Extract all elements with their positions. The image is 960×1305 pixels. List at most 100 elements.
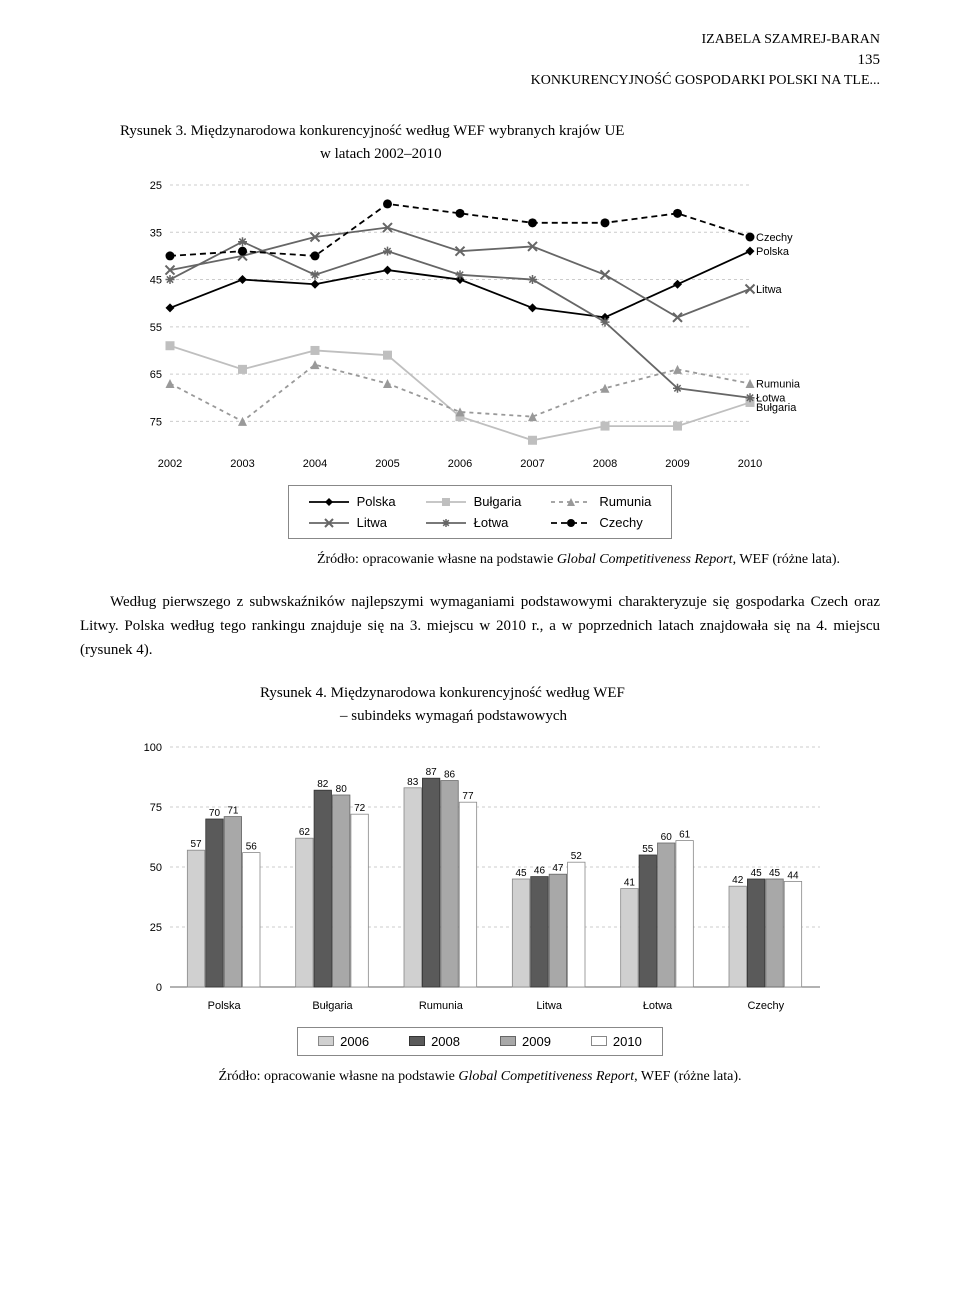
svg-text:60: 60 bbox=[661, 832, 673, 843]
bar-legend-item-2006: 2006 bbox=[318, 1034, 369, 1049]
header-author: IZABELA SZAMREJ-BARAN bbox=[80, 30, 880, 50]
svg-text:Litwa: Litwa bbox=[756, 284, 783, 296]
svg-text:75: 75 bbox=[150, 417, 162, 429]
svg-text:70: 70 bbox=[209, 808, 221, 819]
svg-text:46: 46 bbox=[534, 866, 546, 877]
svg-text:Polska: Polska bbox=[208, 1000, 242, 1012]
source-italic: Global Competitiveness Report bbox=[458, 1069, 634, 1084]
legend-item-polska: Polska bbox=[309, 494, 396, 509]
svg-text:Rumunia: Rumunia bbox=[756, 379, 801, 391]
source-text: opracowanie własne na podstawie bbox=[264, 1069, 455, 1084]
svg-text:87: 87 bbox=[426, 767, 438, 778]
svg-text:35: 35 bbox=[150, 227, 162, 239]
svg-text:86: 86 bbox=[444, 770, 456, 781]
source-suffix: , WEF (różne lata). bbox=[634, 1069, 741, 1084]
figure4-legend: 2006 2008 2009 2010 bbox=[297, 1027, 663, 1056]
svg-text:Łotwa: Łotwa bbox=[643, 1000, 673, 1012]
svg-text:Litwa: Litwa bbox=[536, 1000, 563, 1012]
bar-legend-item-2010: 2010 bbox=[591, 1034, 642, 1049]
svg-text:80: 80 bbox=[336, 784, 348, 795]
page-number: 135 bbox=[858, 50, 881, 71]
svg-text:61: 61 bbox=[679, 830, 691, 841]
svg-text:56: 56 bbox=[246, 842, 258, 853]
source-text: opracowanie własne na podstawie bbox=[362, 552, 553, 567]
svg-text:100: 100 bbox=[144, 742, 162, 754]
svg-text:Czechy: Czechy bbox=[747, 1000, 784, 1012]
svg-text:45: 45 bbox=[515, 868, 527, 879]
svg-text:2002: 2002 bbox=[158, 458, 182, 470]
svg-text:2008: 2008 bbox=[593, 458, 617, 470]
legend-label: Czechy bbox=[599, 515, 642, 530]
svg-text:Polska: Polska bbox=[756, 246, 790, 258]
svg-text:2005: 2005 bbox=[375, 458, 399, 470]
svg-text:41: 41 bbox=[624, 878, 636, 889]
figure3-chart: 25 35 45 55 65 75 2002 2003 2004 2005 2006 2007 2008… bbox=[120, 175, 840, 475]
source-suffix: , WEF (różne lata). bbox=[733, 552, 840, 567]
svg-text:77: 77 bbox=[462, 791, 474, 802]
svg-text:83: 83 bbox=[407, 777, 419, 788]
figure3-legend: Polska Bułgaria Rumunia Litwa Łotwa Czec… bbox=[288, 485, 673, 539]
svg-text:72: 72 bbox=[354, 803, 366, 814]
legend-item-bulgaria: Bułgaria bbox=[426, 494, 522, 509]
svg-text:2004: 2004 bbox=[303, 458, 327, 470]
page-header: IZABELA SZAMREJ-BARAN 135 KONKURENCYJNOŚ… bbox=[80, 30, 880, 90]
figure4-source: Źródło: opracowanie własne na podstawie … bbox=[80, 1066, 880, 1087]
bar-legend-item-2009: 2009 bbox=[500, 1034, 551, 1049]
line-chart-svg: 25 35 45 55 65 75 2002 2003 2004 2005 2006 2007 2008… bbox=[120, 175, 840, 475]
svg-text:Bułgaria: Bułgaria bbox=[312, 1000, 353, 1012]
figure3-caption: Rysunek 3. Międzynarodowa konkurencyjnoś… bbox=[120, 120, 880, 165]
figure4-caption: Rysunek 4. Międzynarodowa konkurencyjnoś… bbox=[120, 682, 880, 727]
svg-text:0: 0 bbox=[156, 982, 162, 994]
source-label: Źródło: bbox=[218, 1069, 260, 1084]
svg-text:55: 55 bbox=[642, 844, 654, 855]
svg-text:2003: 2003 bbox=[230, 458, 254, 470]
svg-text:44: 44 bbox=[787, 871, 799, 882]
source-italic: Global Competitiveness Report bbox=[557, 552, 733, 567]
svg-text:52: 52 bbox=[571, 851, 583, 862]
svg-text:65: 65 bbox=[150, 369, 162, 381]
svg-text:Rumunia: Rumunia bbox=[419, 1000, 464, 1012]
svg-text:62: 62 bbox=[299, 827, 311, 838]
body-paragraph: Według pierwszego z subwskaźników najlep… bbox=[80, 590, 880, 662]
bar-legend-item-2008: 2008 bbox=[409, 1034, 460, 1049]
svg-text:2006: 2006 bbox=[448, 458, 472, 470]
legend-item-litwa: Litwa bbox=[309, 515, 396, 530]
bar-chart-svg: 0 25 50 75 100 57 70 71 56 Polska 62 82 80 72 Bułgaria… bbox=[120, 737, 840, 1017]
figure4-label: Rysunek 4. bbox=[260, 685, 327, 701]
legend-label: Litwa bbox=[357, 515, 387, 530]
svg-text:2007: 2007 bbox=[520, 458, 544, 470]
svg-text:25: 25 bbox=[150, 922, 162, 934]
svg-text:2010: 2010 bbox=[738, 458, 762, 470]
figure3-title1: Międzynarodowa konkurencyjność według WE… bbox=[191, 123, 625, 139]
figure4-chart: 0 25 50 75 100 57 70 71 56 Polska 62 82 80 72 Bułgaria… bbox=[120, 737, 840, 1017]
svg-text:82: 82 bbox=[317, 779, 329, 790]
svg-text:45: 45 bbox=[769, 868, 781, 879]
header-running-title: KONKURENCYJNOŚĆ GOSPODARKI POLSKI NA TLE… bbox=[80, 71, 880, 91]
svg-text:45: 45 bbox=[150, 275, 162, 287]
svg-text:25: 25 bbox=[150, 180, 162, 192]
svg-text:75: 75 bbox=[150, 802, 162, 814]
legend-label: Polska bbox=[357, 494, 396, 509]
figure3-label: Rysunek 3. bbox=[120, 123, 187, 139]
legend-label: Rumunia bbox=[599, 494, 651, 509]
figure4-title2: – subindeks wymagań podstawowych bbox=[260, 708, 567, 724]
legend-item-rumunia: Rumunia bbox=[551, 494, 651, 509]
legend-item-czechy: Czechy bbox=[551, 515, 651, 530]
source-label: Źródło: bbox=[317, 552, 359, 567]
svg-text:57: 57 bbox=[190, 839, 202, 850]
svg-text:50: 50 bbox=[150, 862, 162, 874]
svg-text:71: 71 bbox=[227, 806, 239, 817]
legend-item-lotwa: Łotwa bbox=[426, 515, 522, 530]
legend-label: Łotwa bbox=[474, 515, 509, 530]
svg-text:45: 45 bbox=[751, 868, 763, 879]
svg-text:42: 42 bbox=[732, 875, 744, 886]
svg-text:55: 55 bbox=[150, 322, 162, 334]
svg-text:Bułgaria: Bułgaria bbox=[756, 402, 797, 414]
figure3-title2: w latach 2002–2010 bbox=[120, 146, 442, 162]
svg-text:2009: 2009 bbox=[665, 458, 689, 470]
figure3-source: Źródło: opracowanie własne na podstawie … bbox=[80, 549, 840, 570]
figure4-title1: Międzynarodowa konkurencyjność według WE… bbox=[331, 685, 625, 701]
svg-text:Czechy: Czechy bbox=[756, 232, 793, 244]
legend-label: Bułgaria bbox=[474, 494, 522, 509]
svg-text:47: 47 bbox=[552, 863, 564, 874]
